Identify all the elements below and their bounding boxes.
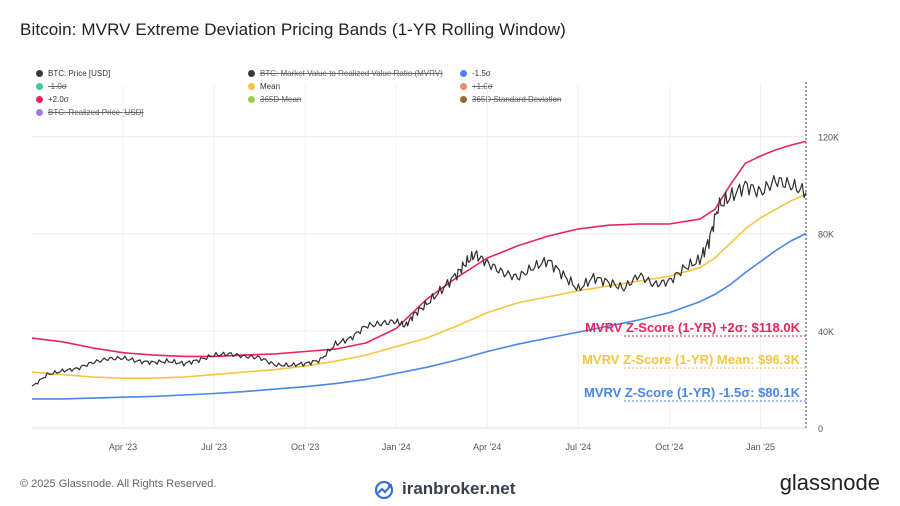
y-tick-label: 40K <box>818 327 834 337</box>
x-tick-label: Apr '24 <box>473 442 501 452</box>
trend-icon <box>374 481 394 499</box>
x-tick-label: Jul '23 <box>201 442 227 452</box>
legend-label: BTC: Price [USD] <box>48 69 111 78</box>
y-tick-label: 0 <box>818 424 823 434</box>
legend-dot-icon <box>36 109 43 116</box>
legend-label: BTC: Market Value to Realized Value Rati… <box>260 69 443 78</box>
watermark-text: iranbroker.net <box>402 479 516 498</box>
legend-item[interactable]: BTC: Price [USD] <box>36 69 110 79</box>
legend-label: -1.5σ <box>472 69 491 78</box>
legend-item[interactable]: -1.5σ <box>460 69 491 79</box>
legend-item[interactable]: BTC: Market Value to Realized Value Rati… <box>248 69 443 79</box>
legend-dot-icon <box>248 96 255 103</box>
legend-label: +2.0σ <box>48 95 69 104</box>
legend-label: Mean <box>260 82 281 91</box>
x-tick-label: Jan '25 <box>746 442 775 452</box>
series-line <box>31 175 807 387</box>
x-tick-label: Oct '24 <box>655 442 683 452</box>
y-tick-label: 80K <box>818 230 834 240</box>
series-line <box>31 193 807 380</box>
legend-label: BTC: Realized Price [USD] <box>48 108 144 117</box>
legend-item[interactable]: 365D Mean <box>248 95 301 105</box>
annotation-plus2: MVRV Z-Score (1-YR) +2σ: $118.0K <box>585 320 800 335</box>
x-tick-label: Oct '23 <box>291 442 319 452</box>
footer-copyright: © 2025 Glassnode. All Rights Reserved. <box>20 478 217 490</box>
legend-item[interactable]: +2.0σ <box>36 95 69 105</box>
legend-dot-icon <box>248 70 255 77</box>
legend-dot-icon <box>248 83 255 90</box>
annotation-mean: MVRV Z-Score (1-YR) Mean: $96.3K <box>582 352 800 367</box>
annotation-minus15: MVRV Z-Score (1-YR) -1.5σ: $80.1K <box>584 385 800 400</box>
legend-item[interactable]: 365D Standard Deviation <box>460 95 561 105</box>
legend-item[interactable]: -1.0σ <box>36 82 67 92</box>
glassnode-logo: glassnode <box>779 470 880 495</box>
legend-dot-icon <box>460 96 467 103</box>
legend-label: -1.0σ <box>48 82 67 91</box>
legend-item[interactable]: Mean <box>248 82 280 92</box>
series-line <box>32 232 807 400</box>
legend-dot-icon <box>36 70 43 77</box>
series-line <box>31 140 807 358</box>
legend-item[interactable]: BTC: Realized Price [USD] <box>36 108 144 118</box>
x-tick-label: Apr '23 <box>109 442 137 452</box>
legend-dot-icon <box>460 70 467 77</box>
legend-dot-icon <box>36 83 43 90</box>
x-tick-label: Jul '24 <box>565 442 591 452</box>
legend-label: 365D Standard Deviation <box>472 95 562 104</box>
legend-item[interactable]: +1.0σ <box>460 82 493 92</box>
y-tick-label: 120K <box>818 133 839 143</box>
legend-dot-icon <box>36 96 43 103</box>
x-tick-label: Jan '24 <box>382 442 411 452</box>
legend-dot-icon <box>460 83 467 90</box>
legend-label: 365D Mean <box>260 95 302 104</box>
chart-title: Bitcoin: MVRV Extreme Deviation Pricing … <box>20 20 566 39</box>
legend-label: +1.0σ <box>472 82 493 91</box>
